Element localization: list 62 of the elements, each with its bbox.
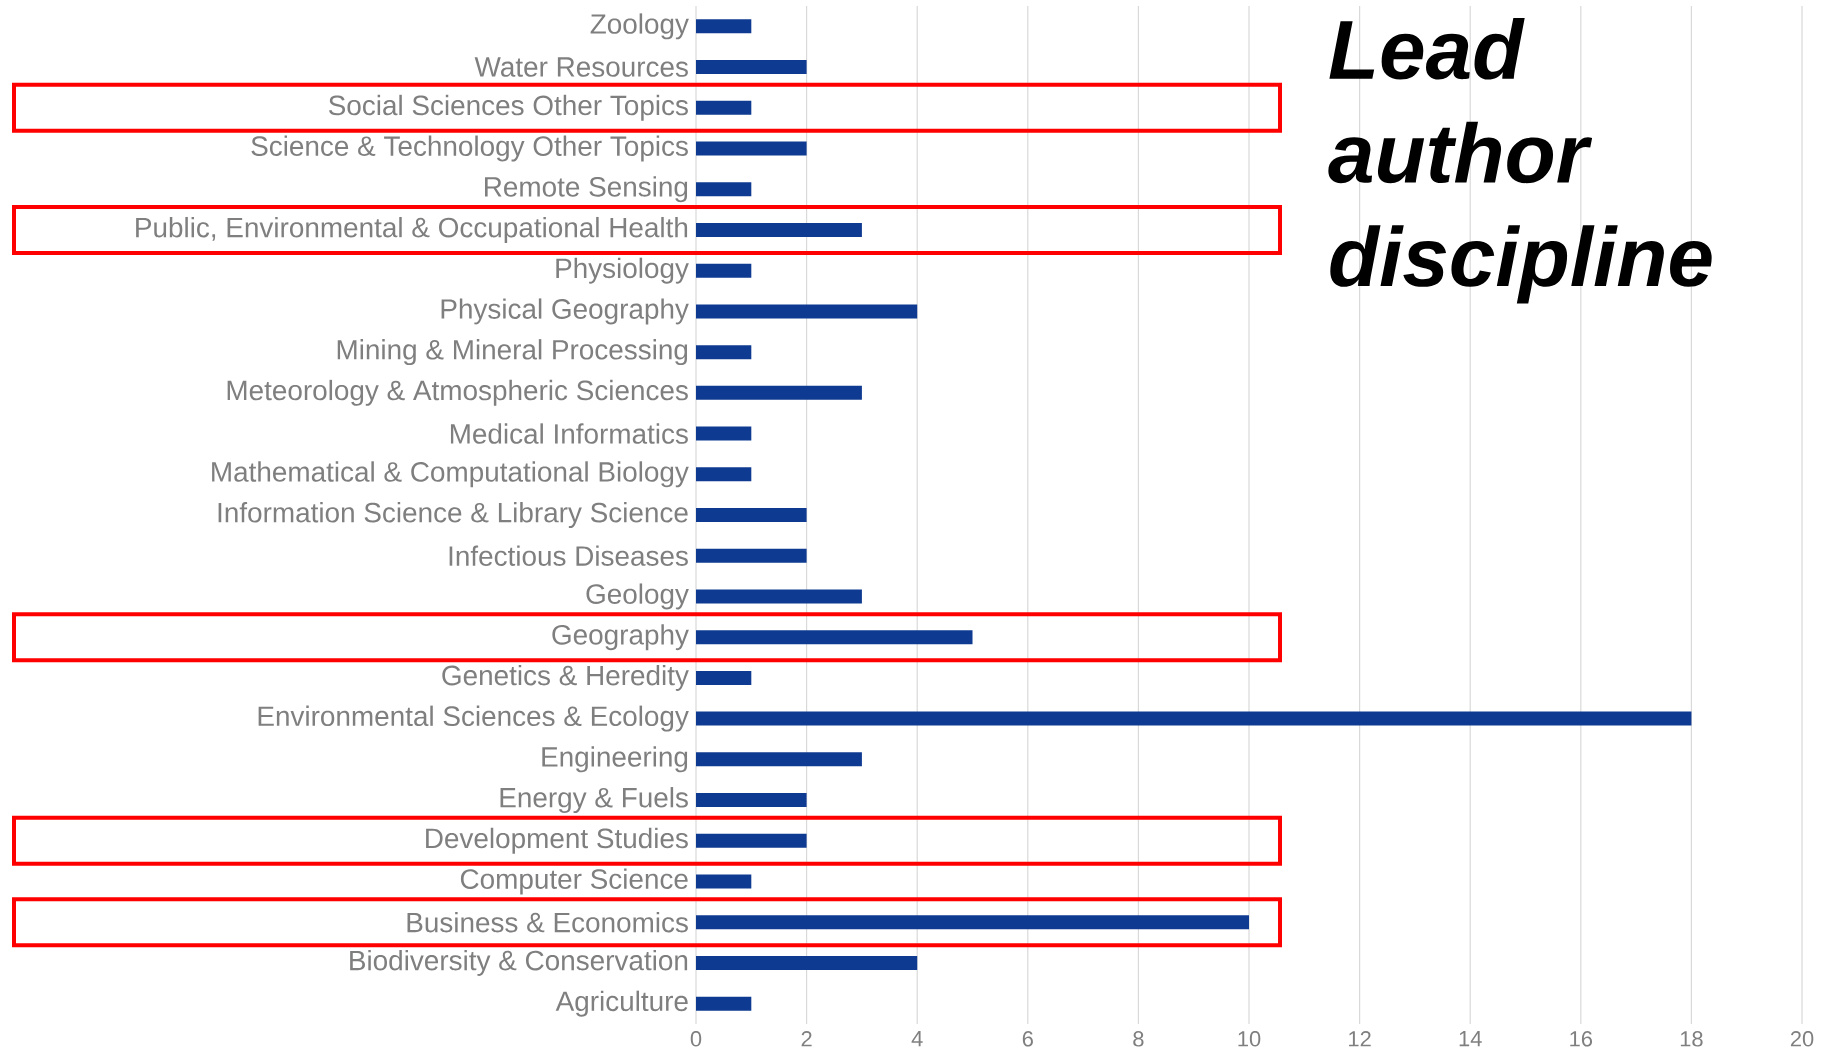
x-tick-label: 20 <box>1790 1031 1814 1047</box>
y-tick-label: Public, Environmental & Occupational Health <box>136 216 688 243</box>
bar <box>696 793 807 808</box>
x-tick-label: 14 <box>1459 1031 1482 1047</box>
bar <box>696 711 1692 726</box>
bar <box>696 670 752 685</box>
x-tick-label: 6 <box>1022 1031 1033 1047</box>
bar <box>696 222 862 237</box>
y-tick-label: Medical Informatics <box>450 423 688 444</box>
bar <box>696 19 752 34</box>
y-tick-label: Agriculture <box>555 990 688 1017</box>
y-tick-label: Computer Science <box>460 868 688 895</box>
x-tick-label: 10 <box>1238 1031 1261 1047</box>
y-tick-label: Geography <box>552 624 689 651</box>
y-tick-label: Science & Technology Other Topics <box>251 135 688 162</box>
y-tick-label: Mathematical & Computational Biology <box>212 461 689 488</box>
bar <box>696 263 752 278</box>
bar <box>696 304 918 319</box>
x-tick-label: 12 <box>1349 1031 1371 1047</box>
bar <box>696 874 752 889</box>
bar <box>696 589 862 604</box>
y-tick-label: Environmental Sciences & Ecology <box>258 705 689 732</box>
y-tick-label: Engineering <box>542 746 688 773</box>
bar <box>696 141 807 156</box>
bar <box>696 467 752 482</box>
bar <box>696 508 807 523</box>
x-tick-label: 4 <box>911 1031 923 1047</box>
bar <box>696 426 752 441</box>
y-tick-label: Information Science & Library Science <box>218 502 688 528</box>
bar <box>696 385 862 400</box>
y-tick-label: Geology <box>586 583 689 610</box>
bar <box>696 548 807 563</box>
y-tick-label: Business & Economics <box>407 911 688 933</box>
text: Lead author discipline <box>1328 18 1712 304</box>
bar <box>696 996 752 1011</box>
y-tick-label: Development Studies <box>426 827 688 854</box>
bar <box>696 915 1250 930</box>
bar <box>696 100 752 115</box>
bar <box>696 345 752 360</box>
y-tick-label: Physiology <box>556 257 689 284</box>
x-tick-label: 8 <box>1133 1031 1144 1047</box>
x-tick-label: 0 <box>690 1031 702 1047</box>
y-tick-label: Meteorology & Atmospheric Sciences <box>227 379 688 406</box>
y-tick-label: Genetics & Heredity <box>442 664 689 691</box>
x-tick-label: 18 <box>1680 1031 1703 1047</box>
y-tick-label: Energy & Fuels <box>500 787 688 814</box>
y-tick-label: Physical Geography <box>441 298 689 325</box>
bar <box>696 182 752 197</box>
y-tick-label: Water Resources <box>474 57 688 77</box>
y-tick-label: Infectious Diseases <box>449 545 688 566</box>
bar <box>696 630 973 645</box>
y-tick-label: Biodiversity & Conservation <box>350 949 688 976</box>
y-tick-label: Mining & Mineral Processing <box>337 339 688 366</box>
y-tick-label: Zoology <box>590 13 689 40</box>
bar <box>696 955 918 970</box>
bar <box>696 833 807 848</box>
y-tick-label: Remote Sensing <box>485 176 688 203</box>
y-tick-label: Social Sciences Other Topics <box>328 94 688 121</box>
x-tick-label: 16 <box>1570 1031 1593 1047</box>
x-tick-label: 2 <box>801 1031 812 1047</box>
bar <box>696 752 862 767</box>
bar <box>696 60 807 75</box>
